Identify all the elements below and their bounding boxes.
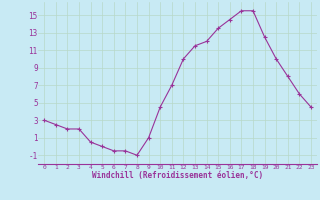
X-axis label: Windchill (Refroidissement éolien,°C): Windchill (Refroidissement éolien,°C) [92, 171, 263, 180]
